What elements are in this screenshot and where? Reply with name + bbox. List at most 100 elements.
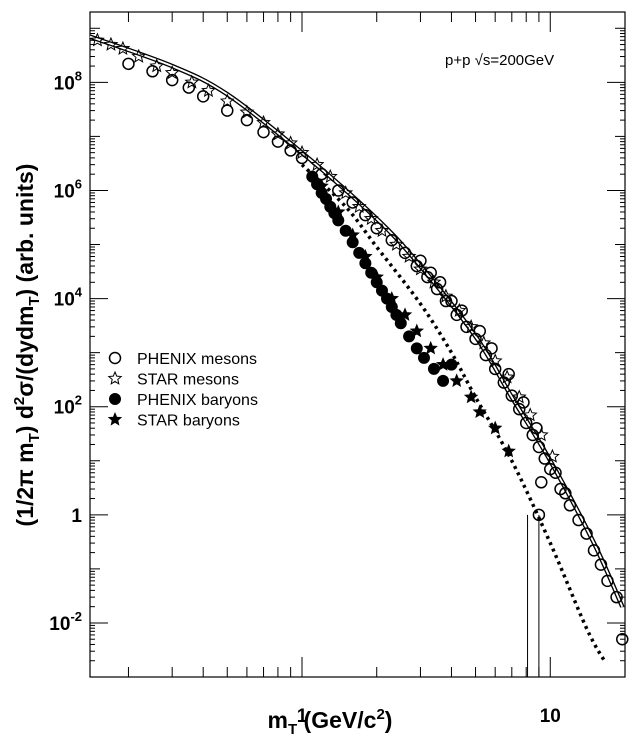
legend: PHENIX mesons STAR mesons PHENIX baryons ST… xyxy=(107,351,258,430)
star-mesons-point xyxy=(294,144,310,159)
plot-frame xyxy=(89,11,626,678)
star-mesons-point xyxy=(451,302,467,317)
y-tick-label: 104 xyxy=(54,285,83,311)
star-baryons-point xyxy=(358,248,373,263)
x-tick-label: 10 xyxy=(540,706,561,727)
y-tick-label: 10-2 xyxy=(49,609,82,635)
collision-annotation: p+p √s=200GeV xyxy=(445,52,554,69)
star-baryons-point xyxy=(369,269,384,284)
phenix-mesons-point xyxy=(257,125,270,139)
legend-label: PHENIX baryons xyxy=(137,392,258,409)
phenix-baryons-point xyxy=(403,330,416,343)
star-baryons-point xyxy=(409,323,425,338)
star-baryons-point xyxy=(384,291,399,305)
phenix-baryons-point xyxy=(417,351,430,364)
y-tick-label: 1 xyxy=(71,506,82,527)
x-axis-title: mT (GeV/c2) xyxy=(268,706,393,736)
y-tick-label-base: 10 xyxy=(54,181,75,202)
phenix-mesons-point xyxy=(563,499,577,512)
phenix-baryons-point xyxy=(410,342,423,355)
phenix-mesons-point xyxy=(424,266,437,280)
phenix-mesons-point xyxy=(433,276,447,289)
y-tick-label-base: 10 xyxy=(54,73,75,94)
phenix-mesons-point xyxy=(559,487,572,500)
y-tick-label-base: 10 xyxy=(54,398,75,419)
y-tick-label-base: 10 xyxy=(54,290,75,311)
phenix-mesons-point xyxy=(460,320,473,334)
star-mesons-point xyxy=(544,448,560,463)
star-mesons-point xyxy=(499,369,515,384)
star-mesons-point xyxy=(522,407,538,422)
star-mesons-point xyxy=(463,318,479,334)
phenix-mesons-point xyxy=(532,440,546,454)
phenix-mesons-point xyxy=(587,544,601,557)
star-mesons-point xyxy=(363,210,379,226)
star-mesons-point xyxy=(351,198,367,214)
star-mesons-point xyxy=(149,58,165,73)
star-mesons-point xyxy=(309,156,325,171)
star-mesons-point xyxy=(413,261,428,276)
star-mesons-point xyxy=(219,93,235,108)
star-mesons-point xyxy=(533,427,549,442)
x-axis-tick-labels: 1 10 xyxy=(297,706,561,727)
star-mesons-point xyxy=(438,288,454,303)
phenix-mesons-point xyxy=(519,416,533,430)
star-mesons-point xyxy=(270,126,286,141)
star-baryons-point xyxy=(488,420,503,435)
y-tick-label: 106 xyxy=(54,176,82,202)
legend-entry: PHENIX mesons xyxy=(108,351,257,368)
y-tick-label-base: 1 xyxy=(71,506,82,527)
phenix-mesons-point xyxy=(616,632,629,646)
star-mesons-point xyxy=(239,104,255,119)
phenix-mesons-point xyxy=(549,466,562,480)
phenix-mesons-point xyxy=(572,513,585,527)
star-baryons-point xyxy=(435,357,451,371)
plot-border xyxy=(89,11,626,678)
star-baryons-point xyxy=(449,373,464,388)
star-mesons-point xyxy=(256,114,271,129)
phenix-mesons-point xyxy=(485,342,498,355)
star-baryons-point xyxy=(472,404,487,419)
star-baryons-point xyxy=(423,340,438,355)
phenix-mesons-point xyxy=(359,208,372,222)
star-baryons-point xyxy=(501,443,516,458)
phenix-baryons-point xyxy=(437,374,450,387)
y-tick-label-exponent: 6 xyxy=(75,176,82,191)
star-baryons-point xyxy=(314,178,329,193)
phenix-mesons-point xyxy=(532,508,546,522)
phenix-mesons-point xyxy=(594,558,608,571)
legend-marker xyxy=(108,351,122,365)
star-mesons-point xyxy=(115,40,131,55)
phenix-baryons-point xyxy=(346,236,359,249)
legend-label: PHENIX mesons xyxy=(137,351,257,368)
phenix-baryons-point xyxy=(394,317,407,330)
data-points xyxy=(90,32,629,646)
star-mesons-point xyxy=(184,74,200,89)
y-tick-label-base: 10 xyxy=(49,614,70,635)
phenix-mesons-point xyxy=(196,90,210,103)
y-tick-label-exponent: 8 xyxy=(75,68,82,83)
star-mesons-point xyxy=(103,36,119,51)
phenix-mesons-point xyxy=(221,104,234,117)
legend-entry: PHENIX baryons xyxy=(109,392,258,409)
star-mesons-point xyxy=(90,32,105,47)
legend-label: STAR baryons xyxy=(137,413,240,430)
phenix-mesons-point xyxy=(601,574,614,588)
y-axis-ticks xyxy=(90,11,625,678)
legend-label: STAR mesons xyxy=(137,372,239,389)
star-baryons-point xyxy=(345,227,360,242)
star-baryons-point xyxy=(331,204,346,219)
phenix-mesons-point xyxy=(538,452,551,465)
phenix-mesons-point xyxy=(439,294,453,308)
star-mesons-point xyxy=(131,48,147,63)
phenix-mesons-point xyxy=(271,135,285,148)
star-mesons-point xyxy=(487,353,503,368)
phenix-baryons-point xyxy=(445,358,458,371)
phenix-mesons-point xyxy=(526,428,539,442)
star-mesons-point xyxy=(201,82,216,98)
y-axis-title: (1/2π mT) d2σ/(dydmT) (arb. units) xyxy=(11,164,43,527)
star-mesons-point xyxy=(401,248,417,263)
phenix-mesons-point xyxy=(505,389,519,402)
legend-marker xyxy=(109,393,121,405)
